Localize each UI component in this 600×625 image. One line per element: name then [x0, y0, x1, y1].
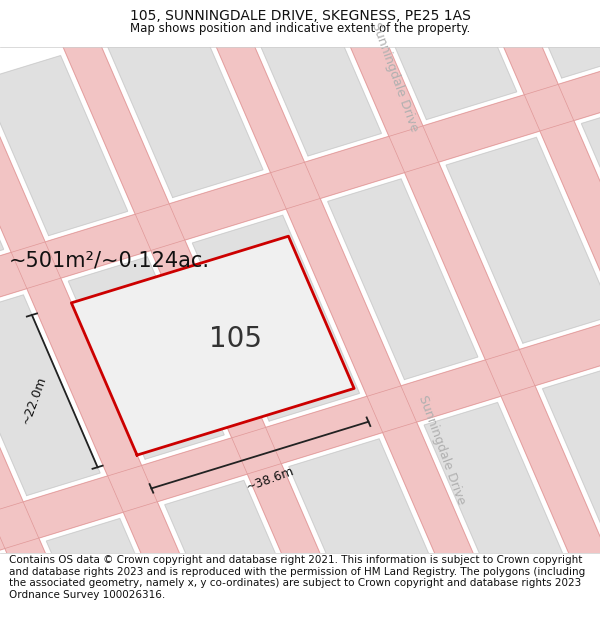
Polygon shape — [118, 0, 562, 625]
Polygon shape — [542, 361, 600, 621]
Polygon shape — [241, 0, 382, 156]
Polygon shape — [289, 439, 479, 625]
Text: 105: 105 — [209, 325, 262, 352]
Text: 105, SUNNINGDALE DRIVE, SKEGNESS, PE25 1AS: 105, SUNNINGDALE DRIVE, SKEGNESS, PE25 1… — [130, 9, 470, 23]
Polygon shape — [193, 216, 359, 421]
Polygon shape — [581, 49, 600, 301]
Polygon shape — [0, 6, 600, 389]
Text: ~22.0m: ~22.0m — [19, 375, 49, 426]
Polygon shape — [71, 236, 354, 455]
Text: ~38.6m: ~38.6m — [244, 464, 296, 494]
Polygon shape — [68, 257, 224, 459]
Polygon shape — [424, 402, 598, 625]
Polygon shape — [328, 179, 478, 379]
Polygon shape — [0, 230, 600, 612]
Polygon shape — [106, 14, 263, 198]
Text: Sunningdale Drive: Sunningdale Drive — [416, 394, 467, 507]
Text: Contains OS data © Crown copyright and database right 2021. This information is : Contains OS data © Crown copyright and d… — [9, 555, 585, 600]
Polygon shape — [371, 0, 600, 625]
Polygon shape — [0, 94, 4, 272]
Polygon shape — [236, 0, 600, 625]
Text: Sunningdale Drive: Sunningdale Drive — [370, 21, 421, 133]
Polygon shape — [359, 0, 517, 119]
Polygon shape — [0, 555, 101, 625]
Polygon shape — [0, 56, 128, 236]
Polygon shape — [46, 519, 220, 625]
Polygon shape — [0, 0, 302, 625]
Polygon shape — [0, 295, 100, 496]
Polygon shape — [165, 481, 344, 625]
Polygon shape — [446, 138, 600, 343]
Polygon shape — [0, 0, 426, 625]
Text: Map shows position and indicative extent of the property.: Map shows position and indicative extent… — [130, 22, 470, 35]
Polygon shape — [494, 0, 600, 78]
Text: ~501m²/~0.124ac.: ~501m²/~0.124ac. — [8, 250, 209, 270]
Polygon shape — [0, 0, 184, 625]
